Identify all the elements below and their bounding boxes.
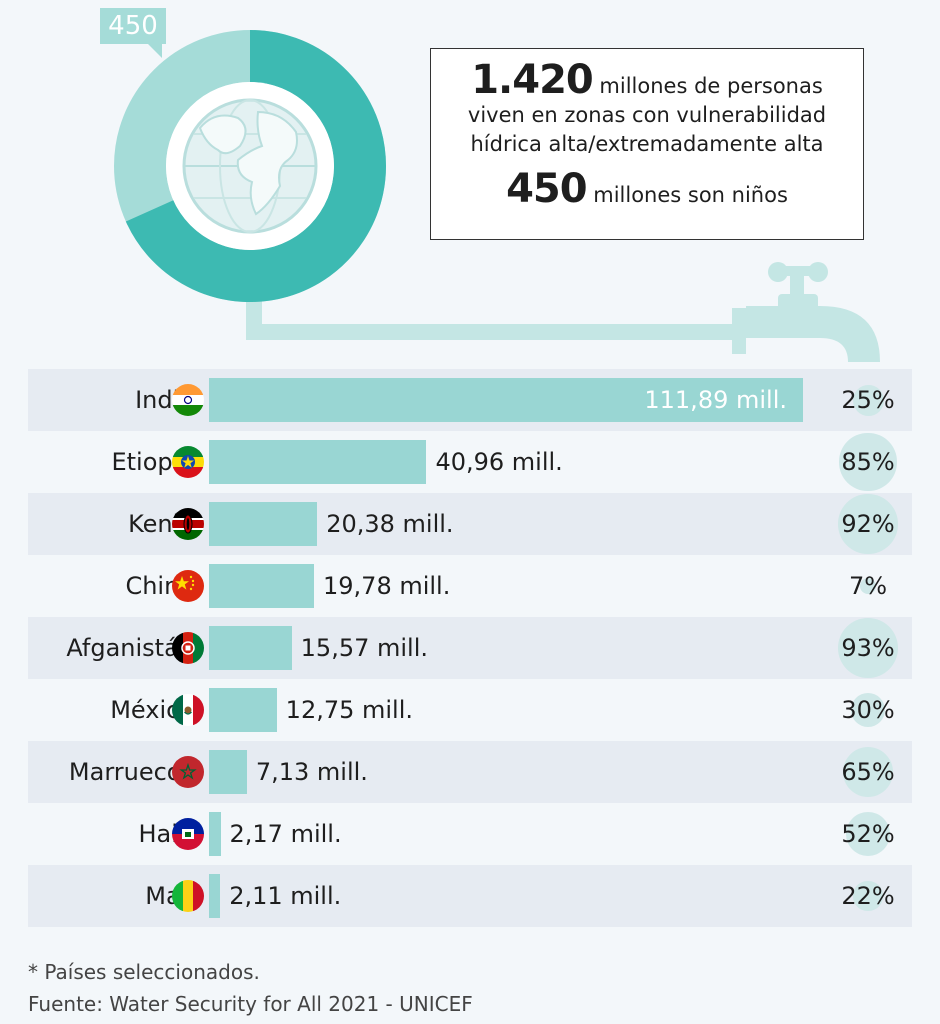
stat-line-4: 450 millones son niños <box>431 165 863 219</box>
mali-flag <box>172 880 204 912</box>
stat-line-3: hídrica alta/extremadamente alta <box>470 132 824 156</box>
bar <box>209 812 221 856</box>
bar <box>209 750 247 794</box>
mexico-flag <box>172 694 204 726</box>
stat-box: 1.420 millones de personas viven en zona… <box>430 48 864 240</box>
bar <box>209 874 221 918</box>
bar <box>209 502 318 546</box>
percentage-circle <box>839 433 897 491</box>
donut-dark-segment <box>125 30 386 302</box>
percentage-circle <box>845 811 891 857</box>
value-label: 7,13 mill. <box>255 758 368 786</box>
bar-row: China 19,78 mill. 7% <box>28 555 912 617</box>
percentage-label: 52% <box>841 820 895 848</box>
footer: * Países seleccionados. Fuente: Water Se… <box>28 956 473 1020</box>
donut-chart <box>114 30 386 302</box>
percentage-label: 85% <box>841 448 895 476</box>
faucet-icon <box>732 262 880 362</box>
children-count-badge: 450 <box>100 8 166 58</box>
bar-chart: India 111,89 mill. 25% Etiopía 40,96 mill. 85… <box>28 369 912 927</box>
bar <box>209 626 292 670</box>
bar-row: Mali 2,11 mill. 22% <box>28 865 912 927</box>
children-number: 450 <box>506 166 587 212</box>
percentage-circle <box>852 384 884 416</box>
kenya-flag <box>172 508 204 540</box>
haiti-flag <box>172 818 204 850</box>
percentage-label: 22% <box>841 882 895 910</box>
percentage-label: 65% <box>841 758 895 786</box>
percentage-circle <box>859 577 877 595</box>
value-label: 111,89 mill. <box>644 386 787 414</box>
china-flag <box>172 570 204 602</box>
bar-row: India 111,89 mill. 25% <box>28 369 912 431</box>
percentage-circle <box>838 618 898 678</box>
afghanistan-flag <box>172 632 204 664</box>
total-people-text: millones de personas <box>592 74 823 98</box>
bar-row: Afganistán 15,57 mill. 93% <box>28 617 912 679</box>
value-label: 2,11 mill. <box>229 882 342 910</box>
children-text: millones son niños <box>586 183 788 207</box>
bar <box>209 564 314 608</box>
value-label: 2,17 mill. <box>229 820 342 848</box>
percentage-circle <box>843 747 893 797</box>
bar-row: Haití 2,17 mill. 52% <box>28 803 912 865</box>
bar <box>209 688 277 732</box>
bar-row: México 12,75 mill. 30% <box>28 679 912 741</box>
source: Fuente: Water Security for All 2021 - UN… <box>28 992 473 1016</box>
percentage-label: 30% <box>841 696 895 724</box>
percentage-circle <box>838 494 898 554</box>
top-graphic <box>114 30 880 362</box>
stat-line-1: 1.420 millones de personas <box>431 60 863 101</box>
value-label: 12,75 mill. <box>285 696 414 724</box>
percentage-circle <box>853 881 883 911</box>
percentage-label: 7% <box>848 572 888 600</box>
percentage-label: 93% <box>841 634 895 662</box>
value-label: 20,38 mill. <box>326 510 454 538</box>
bar-row: Etiopía 40,96 mill. 85% <box>28 431 912 493</box>
value-label: 15,57 mill. <box>300 634 429 662</box>
percentage-circle <box>851 693 885 727</box>
bar-row: Marruecos 7,13 mill. 65% <box>28 741 912 803</box>
india-flag <box>172 384 204 416</box>
ethiopia-flag <box>172 446 204 478</box>
stat-line-2: viven en zonas con vulnerabilidad <box>467 103 827 127</box>
value-label: 40,96 mill. <box>435 448 563 476</box>
bar-row: Kenia 20,38 mill. 92% <box>28 493 912 555</box>
bar <box>209 440 427 484</box>
total-people-number: 1.420 <box>471 57 594 103</box>
footnote: * Países seleccionados. <box>28 960 260 984</box>
percentage-label: 92% <box>841 510 895 538</box>
morocco-flag <box>172 756 204 788</box>
globe-icon <box>166 82 334 250</box>
value-label: 19,78 mill. <box>323 572 451 600</box>
percentage-label: 25% <box>841 386 895 414</box>
bar <box>209 378 803 422</box>
